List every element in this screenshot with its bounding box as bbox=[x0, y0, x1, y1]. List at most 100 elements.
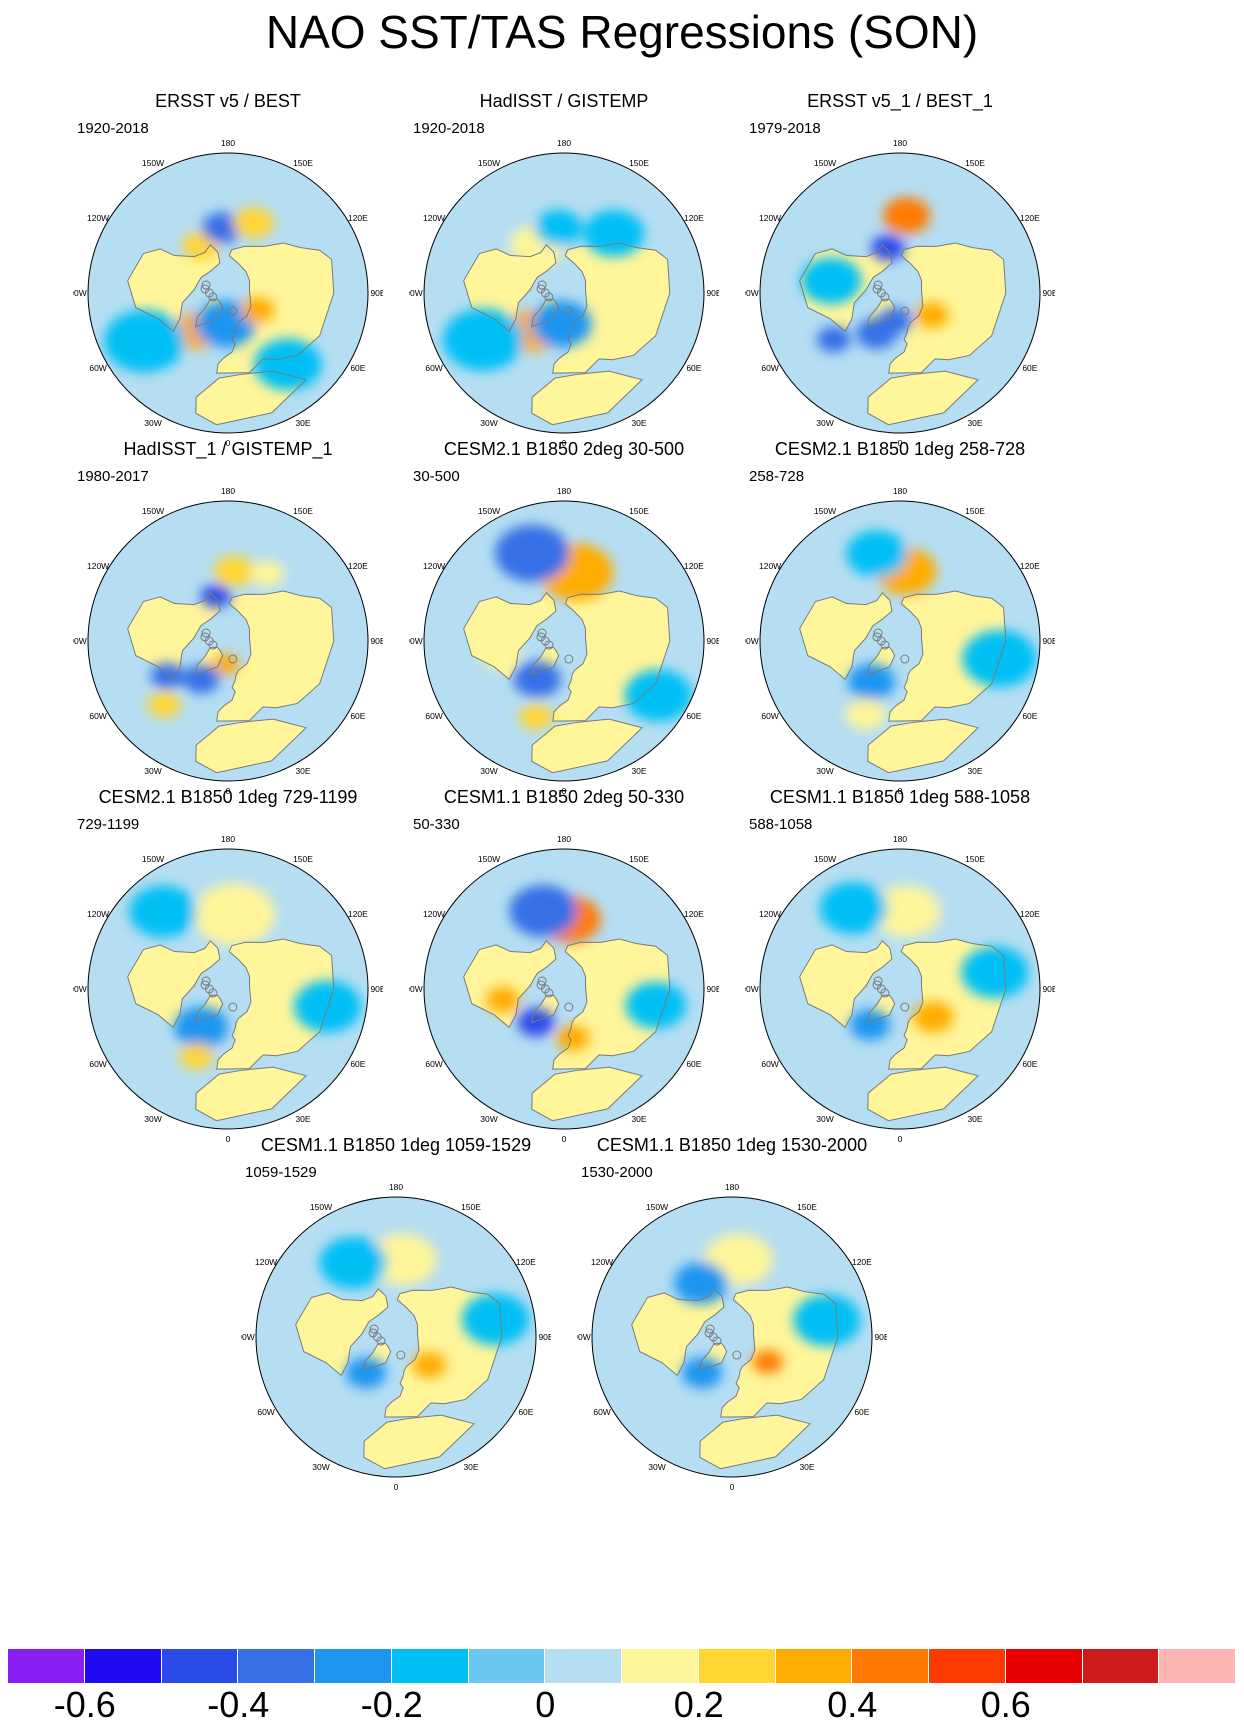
colorbar-tick-label: 0.4 bbox=[827, 1684, 878, 1725]
longitude-label: 30E bbox=[967, 418, 982, 428]
longitude-label: 90E bbox=[370, 984, 383, 994]
island-outline bbox=[208, 640, 218, 650]
colorbar-labels: -0.6 -0.4 -0.2 0 0.2 0.4 0.6 bbox=[0, 1686, 1244, 1726]
negative-anomaly bbox=[530, 300, 592, 348]
coastline bbox=[530, 994, 560, 1024]
coastline bbox=[195, 1066, 308, 1122]
panel-period: 1920-2018 bbox=[77, 120, 149, 137]
colorbar-tick-label: -0.6 bbox=[53, 1684, 116, 1725]
panel-title: HadISST_1 / GISTEMP_1 bbox=[123, 439, 333, 459]
coastline bbox=[530, 646, 560, 676]
island-outline bbox=[537, 280, 547, 290]
longitude-label: 60W bbox=[425, 711, 442, 721]
colorbar-tick-label: 0 bbox=[535, 1684, 556, 1725]
positive-anomaly bbox=[233, 207, 274, 239]
coastline bbox=[552, 938, 671, 1070]
colorbar-box bbox=[698, 1649, 776, 1683]
longitude-label: 60E bbox=[350, 363, 365, 373]
colorbar-box bbox=[468, 1649, 546, 1683]
land-mass bbox=[195, 719, 307, 773]
longitude-label: 150E bbox=[461, 1202, 481, 1212]
coastline bbox=[127, 243, 221, 333]
island-outline bbox=[872, 284, 882, 294]
map-panel: HadISST / GISTEMP 1920-2018 180 150E 120E 90E… bbox=[409, 90, 719, 452]
panel-period: 1980-2017 bbox=[77, 468, 149, 485]
land-mass bbox=[463, 940, 556, 1028]
longitude-label: 0 bbox=[562, 438, 567, 448]
coastline bbox=[530, 298, 560, 328]
longitude-label: 90W bbox=[409, 288, 423, 298]
negative-anomaly bbox=[254, 338, 322, 391]
panel-title: CESM2.1 B1850 1deg 258-728 bbox=[774, 439, 1026, 459]
land-mass bbox=[195, 1067, 307, 1121]
longitude-label: 150W bbox=[478, 854, 500, 864]
map-panel: HadISST_1 / GISTEMP_1 1980-2017 180 150E 120… bbox=[73, 438, 383, 800]
island-outline bbox=[704, 1328, 714, 1338]
coastline bbox=[463, 243, 557, 333]
colorbar-box bbox=[1159, 1649, 1236, 1683]
polar-map: 180 150E 120E 90E 60E 30E 0 30W 60W 90W 120W 150W bbox=[409, 486, 719, 796]
coastline bbox=[698, 1342, 728, 1372]
longitude-label: 120W bbox=[87, 909, 109, 919]
island-outline bbox=[228, 306, 238, 316]
colorbar-box bbox=[852, 1649, 929, 1683]
colorbar-box bbox=[929, 1649, 1006, 1683]
negative-anomaly bbox=[816, 326, 851, 353]
panel-period: 1920-2018 bbox=[413, 120, 485, 137]
longitude-label: 30W bbox=[144, 418, 161, 428]
colorbar-box bbox=[775, 1649, 853, 1683]
land-mass bbox=[799, 592, 892, 680]
map-panel: CESM1.1 B1850 1deg 588-1058 588-1058 180 15… bbox=[745, 786, 1055, 1148]
longitude-label: 150W bbox=[814, 854, 836, 864]
colorbar-tick-label: 0.2 bbox=[673, 1684, 724, 1725]
coastline bbox=[552, 590, 671, 722]
coastline bbox=[363, 1414, 476, 1470]
longitude-label: 60E bbox=[350, 711, 365, 721]
coastline bbox=[552, 242, 671, 374]
longitude-label: 180 bbox=[221, 834, 235, 844]
longitude-label: 180 bbox=[557, 486, 571, 496]
island-outline bbox=[544, 988, 554, 998]
ocean-background bbox=[424, 849, 704, 1129]
longitude-label: 90W bbox=[745, 984, 759, 994]
colorbar-box bbox=[622, 1649, 699, 1683]
island-outline bbox=[208, 988, 218, 998]
positive-anomaly bbox=[179, 1043, 214, 1070]
longitude-label: 30E bbox=[799, 1462, 814, 1472]
longitude-label: 60W bbox=[89, 363, 106, 373]
coastline bbox=[127, 939, 221, 1029]
panel-title: HadISST / GISTEMP bbox=[479, 91, 649, 111]
polar-map: 180 150E 120E 90E 60E 30E 0 30W 60W 90W 120W 150W bbox=[409, 138, 719, 448]
island-outline bbox=[536, 632, 546, 642]
positive-anomaly bbox=[845, 698, 887, 730]
colorbar-box bbox=[1082, 1649, 1160, 1683]
longitude-label: 150E bbox=[293, 158, 313, 168]
longitude-label: 30E bbox=[463, 1462, 478, 1472]
longitude-label: 150W bbox=[310, 1202, 332, 1212]
longitude-label: 30W bbox=[480, 418, 497, 428]
longitude-label: 120W bbox=[87, 213, 109, 223]
polar-map: 180 150E 120E 90E 60E 30E 0 30W 60W 90W 120W 150W bbox=[745, 486, 1055, 796]
land-mass bbox=[867, 1067, 979, 1121]
longitude-label: 120W bbox=[87, 561, 109, 571]
positive-anomaly bbox=[913, 1001, 954, 1033]
longitude-label: 30E bbox=[967, 1114, 982, 1124]
negative-anomaly bbox=[442, 308, 524, 371]
longitude-label: 150E bbox=[965, 158, 985, 168]
land-mass bbox=[363, 1415, 475, 1469]
longitude-label: 90W bbox=[409, 636, 423, 646]
colorbar-box bbox=[8, 1649, 85, 1683]
coastline bbox=[531, 370, 644, 426]
longitude-label: 0 bbox=[898, 1134, 903, 1144]
map-border bbox=[423, 848, 705, 1130]
negative-anomaly bbox=[513, 661, 561, 698]
map-panel: CESM1.1 B1850 1deg 1059-1529 1059-1529 180… bbox=[241, 1134, 551, 1496]
longitude-label: 120W bbox=[759, 213, 781, 223]
panel-period: 50-330 bbox=[413, 816, 460, 833]
negative-anomaly bbox=[800, 257, 862, 305]
positive-anomaly bbox=[368, 1233, 437, 1286]
longitude-label: 120E bbox=[348, 909, 368, 919]
longitude-label: 90E bbox=[1042, 288, 1055, 298]
longitude-label: 150W bbox=[646, 1202, 668, 1212]
colorbar-tick-label: -0.4 bbox=[207, 1684, 270, 1725]
